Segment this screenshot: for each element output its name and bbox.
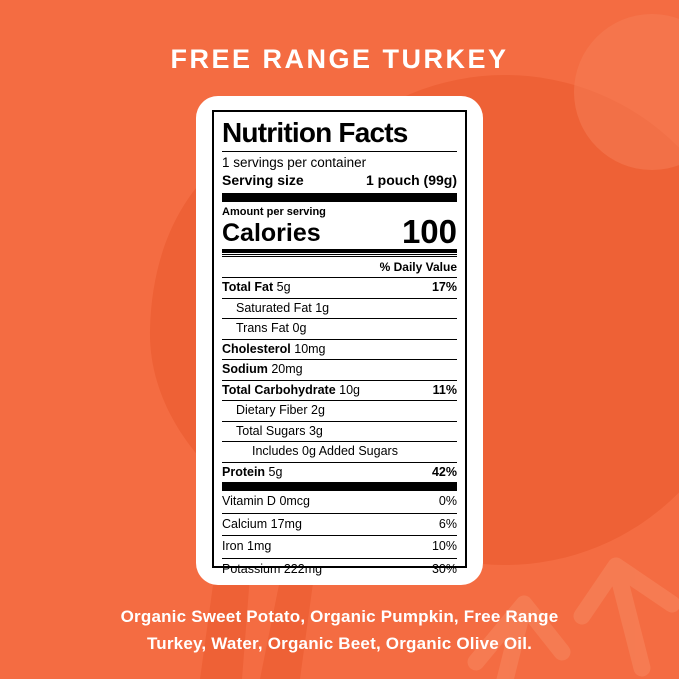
nutrient-row: Dietary Fiber 2g [222, 401, 457, 422]
servings-per-container: 1 servings per container [222, 155, 367, 170]
vitamin-rows: Vitamin D 0mcg 0% Calcium 17mg 6% Iron 1mg 10… [222, 491, 457, 580]
nutrient-row: Calcium 17mg 6% [222, 514, 457, 536]
nutrient-daily-pct: 30% [431, 561, 457, 576]
nutrient-name-amount: Sodium 20mg [222, 362, 303, 376]
amount-per-serving-label: Amount per serving [222, 206, 326, 218]
nutrient-row: Total Fat 5g 17% [222, 278, 457, 299]
daily-value-header: % Daily Value [222, 257, 457, 278]
ingredients-section: Organic Sweet Potato, Organic Pumpkin, F… [0, 603, 679, 657]
nutrient-daily-pct: 11% [432, 382, 457, 397]
nutrient-row: Saturated Fat 1g [222, 299, 457, 319]
nutrient-daily-pct: 42% [431, 464, 457, 479]
serving-size-row: Serving size 1 pouch (99g) [222, 170, 457, 193]
nutrient-row: Vitamin D 0mcg 0% [222, 491, 457, 514]
nutrient-name-amount: Dietary Fiber 2g [236, 403, 325, 417]
ingredients-text: Organic Sweet Potato, Organic Pumpkin, F… [120, 607, 559, 653]
nutrient-name-amount: Trans Fat 0g [236, 321, 307, 335]
nutrient-name-amount: Total Carbohydrate 10g [222, 382, 361, 397]
nutrient-name-amount: Total Sugars 3g [236, 423, 323, 438]
nutrient-name-amount: Cholesterol 10mg [222, 341, 326, 356]
nutrition-facts-heading: Nutrition Facts [222, 116, 457, 152]
section-divider-thick [222, 193, 457, 202]
nutrient-name-amount: Calcium 17mg [222, 516, 302, 531]
nutrition-card: Nutrition Facts 1 servings per container… [196, 96, 483, 585]
nutrient-name-amount: Includes 0g Added Sugars [252, 444, 398, 458]
nutrient-rows: Total Fat 5g 17% Saturated Fat 1g Trans Fat… [222, 278, 457, 482]
nutrient-daily-pct: 0% [438, 494, 457, 508]
nutrient-name-amount: Potassium 222mg [222, 561, 323, 576]
nutrient-row: Potassium 222mg 30% [222, 559, 457, 581]
nutrient-name-amount: Protein 5g [222, 464, 283, 479]
calories-value: 100 [401, 213, 457, 250]
nutrient-row: Includes 0g Added Sugars [222, 442, 457, 463]
nutrient-row: Protein 5g 42% [222, 463, 457, 483]
serving-size-value: 1 pouch (99g) [365, 172, 457, 188]
nutrient-name-amount: Vitamin D 0mcg [222, 494, 311, 508]
nutrient-name-amount: Total Fat 5g [222, 280, 291, 294]
nutrient-row: Iron 1mg 10% [222, 536, 457, 559]
nutrient-daily-pct: 10% [431, 539, 457, 553]
nutrient-name-amount: Saturated Fat 1g [236, 300, 330, 315]
serving-size-label: Serving size [222, 172, 304, 188]
nutrient-row: Total Sugars 3g [222, 422, 457, 442]
calories-divider [222, 249, 457, 257]
nutrient-row: Sodium 20mg [222, 360, 457, 381]
nutrient-daily-pct: 6% [438, 516, 457, 531]
calories-label: Calories [222, 219, 321, 247]
nutrient-row: Total Carbohydrate 10g 11% [222, 381, 457, 401]
page-title: FREE RANGE TURKEY [170, 44, 509, 74]
protein-divider-thick [222, 482, 457, 491]
calories-row: Calories 100 [222, 213, 457, 250]
nutrient-daily-pct: 17% [431, 280, 457, 294]
nutrition-facts-panel: Nutrition Facts 1 servings per container… [212, 110, 467, 575]
nutrient-row: Cholesterol 10mg [222, 340, 457, 360]
nutrient-name-amount: Iron 1mg [222, 539, 272, 553]
nutrient-row: Trans Fat 0g [222, 319, 457, 340]
